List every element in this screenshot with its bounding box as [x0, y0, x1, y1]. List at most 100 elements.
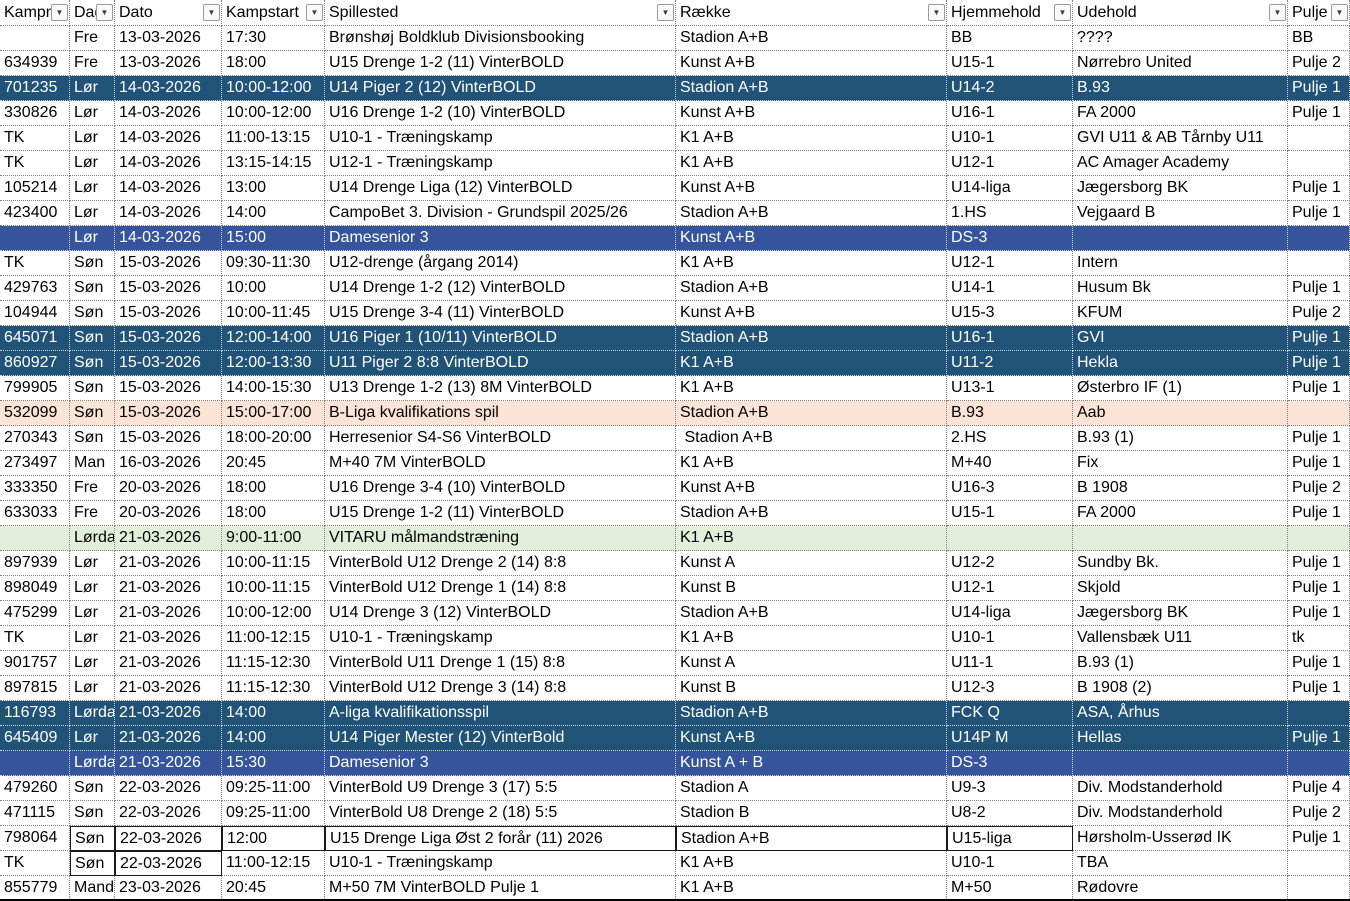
cell-dato[interactable]: 13-03-2026: [115, 51, 222, 76]
column-header-raekke[interactable]: Række ▼: [676, 0, 947, 26]
cell-udehold[interactable]: B 1908: [1073, 476, 1288, 501]
cell-udehold[interactable]: FA 2000: [1073, 101, 1288, 126]
cell-kampnr[interactable]: 799905: [0, 376, 70, 401]
cell-pulje[interactable]: Pulje 1: [1288, 551, 1350, 576]
cell-dato[interactable]: 13-03-2026: [115, 26, 222, 51]
cell-udehold[interactable]: Div. Modstanderhold: [1073, 776, 1288, 801]
cell-dato[interactable]: 15-03-2026: [115, 351, 222, 376]
column-header-dag[interactable]: Dag ▼: [70, 0, 115, 26]
cell-udehold[interactable]: Aab: [1073, 401, 1288, 426]
cell-kampnr[interactable]: 897939: [0, 551, 70, 576]
cell-dato[interactable]: 14-03-2026: [115, 201, 222, 226]
cell-raekke[interactable]: K1 A+B: [676, 526, 947, 551]
cell-dag[interactable]: Fre: [70, 51, 115, 76]
cell-raekke[interactable]: Stadion A+B: [676, 826, 947, 851]
cell-spillested[interactable]: M+40 7M VinterBOLD: [325, 451, 676, 476]
cell-udehold[interactable]: [1073, 226, 1288, 251]
column-header-udehold[interactable]: Udehold ▼: [1073, 0, 1288, 26]
cell-kampstart[interactable]: 09:25-11:00: [222, 801, 325, 826]
cell-pulje[interactable]: Pulje 1: [1288, 726, 1350, 751]
cell-pulje[interactable]: [1288, 526, 1350, 551]
cell-spillested[interactable]: U15 Drenge Liga Øst 2 forår (11) 2026: [325, 826, 676, 851]
cell-pulje[interactable]: [1288, 876, 1350, 899]
cell-pulje[interactable]: Pulje 1: [1288, 176, 1350, 201]
filter-dropdown-icon-kampstart[interactable]: ▼: [306, 4, 323, 21]
cell-kampstart[interactable]: 18:00: [222, 501, 325, 526]
cell-raekke[interactable]: Kunst A+B: [676, 226, 947, 251]
cell-hjemmehold[interactable]: DS-3: [947, 751, 1073, 776]
cell-hjemmehold[interactable]: U14-2: [947, 76, 1073, 101]
cell-raekke[interactable]: K1 A+B: [676, 351, 947, 376]
cell-dato[interactable]: 14-03-2026: [115, 126, 222, 151]
cell-pulje[interactable]: Pulje 2: [1288, 801, 1350, 826]
cell-pulje[interactable]: Pulje 1: [1288, 576, 1350, 601]
cell-kampstart[interactable]: 10:00-12:00: [222, 101, 325, 126]
cell-dag[interactable]: Søn: [70, 801, 115, 826]
cell-dag[interactable]: Fre: [70, 26, 115, 51]
cell-spillested[interactable]: U16 Drenge 1-2 (10) VinterBOLD: [325, 101, 676, 126]
cell-kampstart[interactable]: 18:00: [222, 476, 325, 501]
cell-udehold[interactable]: [1073, 751, 1288, 776]
cell-kampstart[interactable]: 20:45: [222, 876, 325, 899]
cell-raekke[interactable]: K1 A+B: [676, 126, 947, 151]
cell-kampstart[interactable]: 10:00-11:15: [222, 551, 325, 576]
cell-spillested[interactable]: U12-drenge (årgang 2014): [325, 251, 676, 276]
cell-kampnr[interactable]: 429763: [0, 276, 70, 301]
cell-hjemmehold[interactable]: U10-1: [947, 851, 1073, 876]
cell-udehold[interactable]: ????: [1073, 26, 1288, 51]
cell-dag[interactable]: Lørdag: [70, 751, 115, 776]
cell-hjemmehold[interactable]: U10-1: [947, 626, 1073, 651]
column-header-kampnr[interactable]: Kampnr ▼: [0, 0, 70, 26]
cell-raekke[interactable]: Kunst A+B: [676, 301, 947, 326]
cell-udehold[interactable]: Vallensbæk U11: [1073, 626, 1288, 651]
cell-dag[interactable]: Lør: [70, 126, 115, 151]
column-header-pulje[interactable]: Pulje ▼: [1288, 0, 1350, 26]
cell-pulje[interactable]: Pulje 1: [1288, 101, 1350, 126]
cell-kampnr[interactable]: 105214: [0, 176, 70, 201]
cell-kampnr[interactable]: [0, 226, 70, 251]
cell-kampstart[interactable]: 14:00: [222, 201, 325, 226]
cell-udehold[interactable]: B 1908 (2): [1073, 676, 1288, 701]
cell-raekke[interactable]: Kunst B: [676, 676, 947, 701]
cell-dato[interactable]: 14-03-2026: [115, 151, 222, 176]
cell-udehold[interactable]: B.93 (1): [1073, 651, 1288, 676]
cell-hjemmehold[interactable]: U12-3: [947, 676, 1073, 701]
cell-kampstart[interactable]: 12:00-14:00: [222, 326, 325, 351]
cell-hjemmehold[interactable]: U12-1: [947, 151, 1073, 176]
cell-pulje[interactable]: Pulje 1: [1288, 601, 1350, 626]
cell-spillested[interactable]: U14 Drenge Liga (12) VinterBOLD: [325, 176, 676, 201]
cell-dato[interactable]: 15-03-2026: [115, 376, 222, 401]
cell-kampstart[interactable]: 10:00-12:00: [222, 601, 325, 626]
cell-hjemmehold[interactable]: U13-1: [947, 376, 1073, 401]
cell-dato[interactable]: 15-03-2026: [115, 426, 222, 451]
cell-hjemmehold[interactable]: M+40: [947, 451, 1073, 476]
cell-dag[interactable]: Søn: [70, 251, 115, 276]
cell-dato[interactable]: 14-03-2026: [115, 226, 222, 251]
cell-dag[interactable]: Fre: [70, 501, 115, 526]
column-header-hjemmehold[interactable]: Hjemmehold ▼: [947, 0, 1073, 26]
cell-dato[interactable]: 21-03-2026: [115, 726, 222, 751]
cell-raekke[interactable]: Stadion A+B: [676, 501, 947, 526]
cell-pulje[interactable]: Pulje 2: [1288, 476, 1350, 501]
cell-kampnr[interactable]: 273497: [0, 451, 70, 476]
cell-kampnr[interactable]: 471115: [0, 801, 70, 826]
cell-raekke[interactable]: Kunst A: [676, 651, 947, 676]
cell-kampnr[interactable]: 645071: [0, 326, 70, 351]
cell-raekke[interactable]: Stadion A+B: [676, 701, 947, 726]
cell-dato[interactable]: 22-03-2026: [115, 851, 222, 876]
cell-udehold[interactable]: B.93: [1073, 76, 1288, 101]
cell-hjemmehold[interactable]: U12-1: [947, 251, 1073, 276]
cell-spillested[interactable]: U15 Drenge 1-2 (11) VinterBOLD: [325, 501, 676, 526]
cell-hjemmehold[interactable]: [947, 526, 1073, 551]
cell-pulje[interactable]: Pulje 1: [1288, 276, 1350, 301]
cell-udehold[interactable]: KFUM: [1073, 301, 1288, 326]
cell-spillested[interactable]: CampoBet 3. Division - Grundspil 2025/26: [325, 201, 676, 226]
cell-udehold[interactable]: GVI: [1073, 326, 1288, 351]
cell-pulje[interactable]: [1288, 151, 1350, 176]
cell-hjemmehold[interactable]: U16-1: [947, 326, 1073, 351]
cell-raekke[interactable]: Stadion A+B: [676, 201, 947, 226]
filter-dropdown-icon-raekke[interactable]: ▼: [928, 4, 945, 21]
cell-pulje[interactable]: Pulje 1: [1288, 326, 1350, 351]
filter-dropdown-icon-udehold[interactable]: ▼: [1269, 4, 1286, 21]
cell-kampstart[interactable]: 18:00-20:00: [222, 426, 325, 451]
